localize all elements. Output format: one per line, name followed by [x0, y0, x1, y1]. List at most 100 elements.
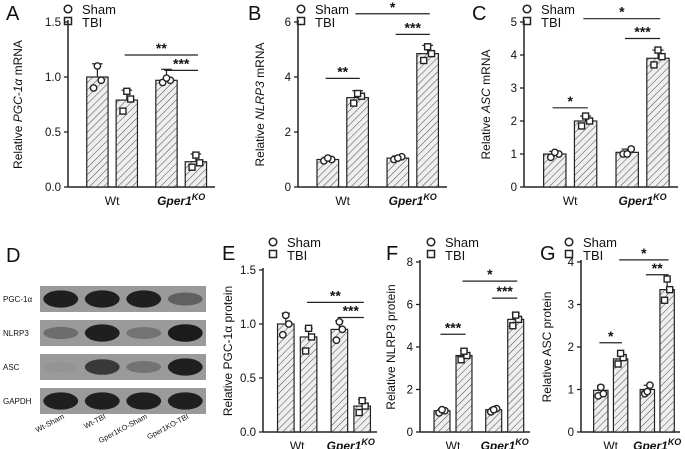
data-point-tbi: [304, 324, 313, 333]
significance-label: *: [608, 328, 614, 344]
data-point-tbi: [358, 396, 366, 405]
data-point-tbi: [353, 89, 362, 98]
significance-label: ***: [405, 19, 422, 35]
y-label-italic: NLRP3: [253, 81, 267, 120]
data-point-sham: [393, 154, 402, 163]
significance-label: **: [652, 260, 663, 276]
significance-label: *: [567, 93, 573, 109]
legend-sham-label: Sham: [583, 235, 617, 250]
data-point-tbi: [654, 46, 662, 54]
data-point-sham: [332, 336, 341, 345]
blot-band: [43, 392, 79, 410]
y-label-prefix: Relative: [11, 122, 25, 169]
legend-tbi-marker: [564, 249, 574, 259]
category-superscript: KO: [653, 192, 667, 202]
x-category-label-F: Wt: [446, 439, 461, 449]
y-tick-label-G: 4: [568, 257, 575, 269]
data-point-sham: [93, 62, 102, 70]
category-text: Gper1: [633, 439, 668, 449]
blot-band: [126, 361, 162, 373]
y-label-italic: ASC: [479, 88, 493, 114]
y-label-prefix: Relative PGC-1α protein: [221, 286, 235, 416]
legend-tbi-marker: [426, 249, 436, 259]
y-tick-label-B: 2: [285, 127, 291, 139]
panel-letter-A: A: [6, 3, 20, 25]
category-superscript: KO: [423, 192, 437, 202]
data-point-tbi: [457, 356, 465, 364]
x-category-label-E: Gper1KO: [327, 437, 375, 449]
data-point-tbi: [585, 117, 594, 125]
category-text: Wt: [563, 194, 578, 208]
data-point-sham: [338, 325, 347, 334]
x-category-label-E: Wt: [290, 439, 305, 449]
category-text: Gper1: [481, 439, 516, 449]
legend-tbi-label: TBI: [583, 248, 603, 263]
category-text: Wt: [335, 194, 350, 208]
data-point-sham: [335, 317, 344, 326]
blot-band: [126, 327, 162, 339]
category-text: Wt: [290, 439, 305, 449]
y-tick-label-G: 1: [568, 385, 574, 397]
data-point-tbi: [423, 43, 432, 51]
data-point-sham: [323, 154, 332, 163]
y-axis-label-G: Relative ASC protein: [540, 292, 554, 403]
blot-protein-label: ASC: [3, 363, 20, 372]
y-label-suffix: mRNA: [479, 49, 493, 88]
x-category-label-G: Gper1KO: [633, 437, 681, 449]
significance-label: **: [330, 287, 341, 303]
data-point-tbi: [123, 87, 131, 96]
y-tick-label-A: 0.5: [45, 127, 61, 139]
data-point-sham: [599, 389, 608, 398]
data-point-tbi: [509, 322, 517, 330]
significance-label: ***: [445, 319, 462, 335]
x-category-label-B: Gper1KO: [389, 192, 437, 208]
y-tick-label-G: 2: [568, 342, 574, 354]
data-point-sham: [89, 84, 98, 92]
data-point-tbi: [658, 52, 666, 61]
y-tick-label-G: 3: [568, 300, 574, 312]
category-text: Gper1: [389, 194, 424, 208]
data-point-tbi: [660, 296, 669, 304]
bar-tbi-Wt: [573, 120, 598, 188]
legend-tbi-label: TBI: [82, 15, 102, 30]
y-axis-label-A: Relative PGC-1α mRNA: [11, 40, 25, 169]
data-point-tbi: [581, 112, 590, 120]
category-text: Gper1: [327, 439, 362, 449]
data-point-tbi: [663, 275, 671, 283]
y-label-prefix: Relative: [479, 113, 493, 160]
bar-sham-Gper1KO: [386, 157, 410, 188]
significance-label: ***: [497, 283, 514, 299]
data-point-sham: [646, 381, 654, 390]
blot-protein-label: NLRP3: [3, 329, 29, 338]
data-point-tbi: [577, 122, 586, 130]
y-tick-label-F: 0: [407, 427, 413, 439]
data-point-tbi: [188, 163, 196, 171]
category-superscript: KO: [515, 437, 529, 447]
y-tick-label-B: 6: [285, 17, 291, 29]
data-point-sham: [278, 330, 287, 339]
category-superscript: KO: [668, 437, 682, 447]
y-tick-label-F: 6: [407, 300, 413, 312]
y-label-prefix: Relative ASC protein: [540, 292, 554, 403]
data-point-sham: [627, 145, 636, 153]
legend-sham-label: Sham: [82, 2, 116, 17]
y-tick-label-A: 1.5: [45, 17, 61, 29]
y-axis-label-B: Relative NLRP3 mRNA: [253, 42, 267, 166]
data-point-sham: [546, 153, 555, 162]
y-tick-label-F: 2: [407, 385, 413, 397]
y-tick-label-B: 0: [285, 182, 291, 194]
data-point-sham: [162, 74, 171, 83]
blot-band: [43, 362, 79, 372]
y-tick-label-A: 0.0: [45, 182, 61, 194]
x-category-label-B: Wt: [335, 194, 350, 208]
legend-tbi-label: TBI: [315, 15, 335, 30]
data-point-tbi: [192, 151, 200, 159]
legend-sham-marker: [522, 4, 532, 14]
